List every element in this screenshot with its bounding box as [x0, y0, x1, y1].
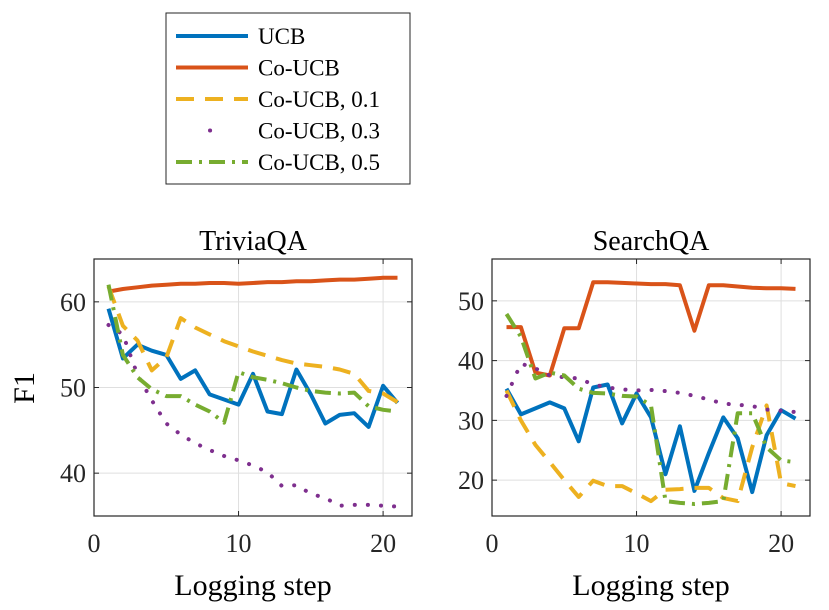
series-line-co-ucb-0-3-searchqa — [504, 361, 798, 414]
chart-title-searchqa: SearchQA — [593, 226, 710, 257]
x-tick-label-searchqa: 20 — [768, 529, 794, 558]
series-line-ucb-triviaqa — [106, 308, 400, 429]
series-line-co-ucb-0-1-searchqa — [504, 389, 796, 504]
y-tick-label-searchqa: 30 — [458, 406, 484, 435]
chart-triviaqa: 0 10 20 40 50 60 TriviaQA Logging step F1 — [8, 226, 413, 602]
series-line-co-ucb-triviaqa — [108, 275, 398, 294]
legend-label-co-ucb: Co-UCB — [258, 56, 340, 81]
legend: UCB Co-UCB Co-UCB, 0.1 Co-UCB, 0.3 Co-UCB, 0… — [165, 12, 411, 185]
y-tick-label-searchqa: 40 — [458, 347, 484, 376]
series-line-ucb-searchqa — [504, 382, 797, 495]
legend-label-co-ucb-0-1: Co-UCB, 0.1 — [258, 87, 380, 112]
y-tick-label-triviaqa: 60 — [60, 288, 86, 317]
y-tick-label-triviaqa: 40 — [60, 459, 86, 488]
series-line-co-ucb-0-1-triviaqa — [106, 285, 399, 404]
legend-label-ucb: UCB — [258, 24, 305, 49]
series-line-co-ucb-0-5-triviaqa — [106, 284, 398, 425]
y-tick-label-searchqa: 20 — [458, 466, 484, 495]
x-tick-label-triviaqa: 0 — [88, 529, 101, 558]
series-line-co-ucb-searchqa — [506, 280, 796, 378]
x-tick-label-triviaqa: 20 — [370, 529, 396, 558]
legend-label-co-ucb-0-5: Co-UCB, 0.5 — [258, 150, 380, 175]
chart-title-triviaqa: TriviaQA — [199, 226, 308, 257]
x-axis-label-searchqa: Logging step — [572, 569, 730, 602]
x-tick-label-searchqa: 0 — [486, 529, 499, 558]
y-tick-label-searchqa: 50 — [458, 287, 484, 316]
x-tick-label-triviaqa: 10 — [226, 529, 252, 558]
chart-searchqa: 0 10 20 20 30 40 50 SearchQA Logging step — [458, 226, 811, 602]
y-tick-label-triviaqa: 50 — [60, 374, 86, 403]
series-line-co-ucb-0-5-searchqa — [504, 312, 796, 506]
x-tick-label-searchqa: 10 — [624, 529, 650, 558]
y-axis-label: F1 — [8, 372, 41, 404]
x-axis-label-triviaqa: Logging step — [174, 569, 332, 602]
plot-frame-searchqa — [491, 258, 811, 517]
legend-label-co-ucb-0-3: Co-UCB, 0.3 — [258, 119, 380, 144]
